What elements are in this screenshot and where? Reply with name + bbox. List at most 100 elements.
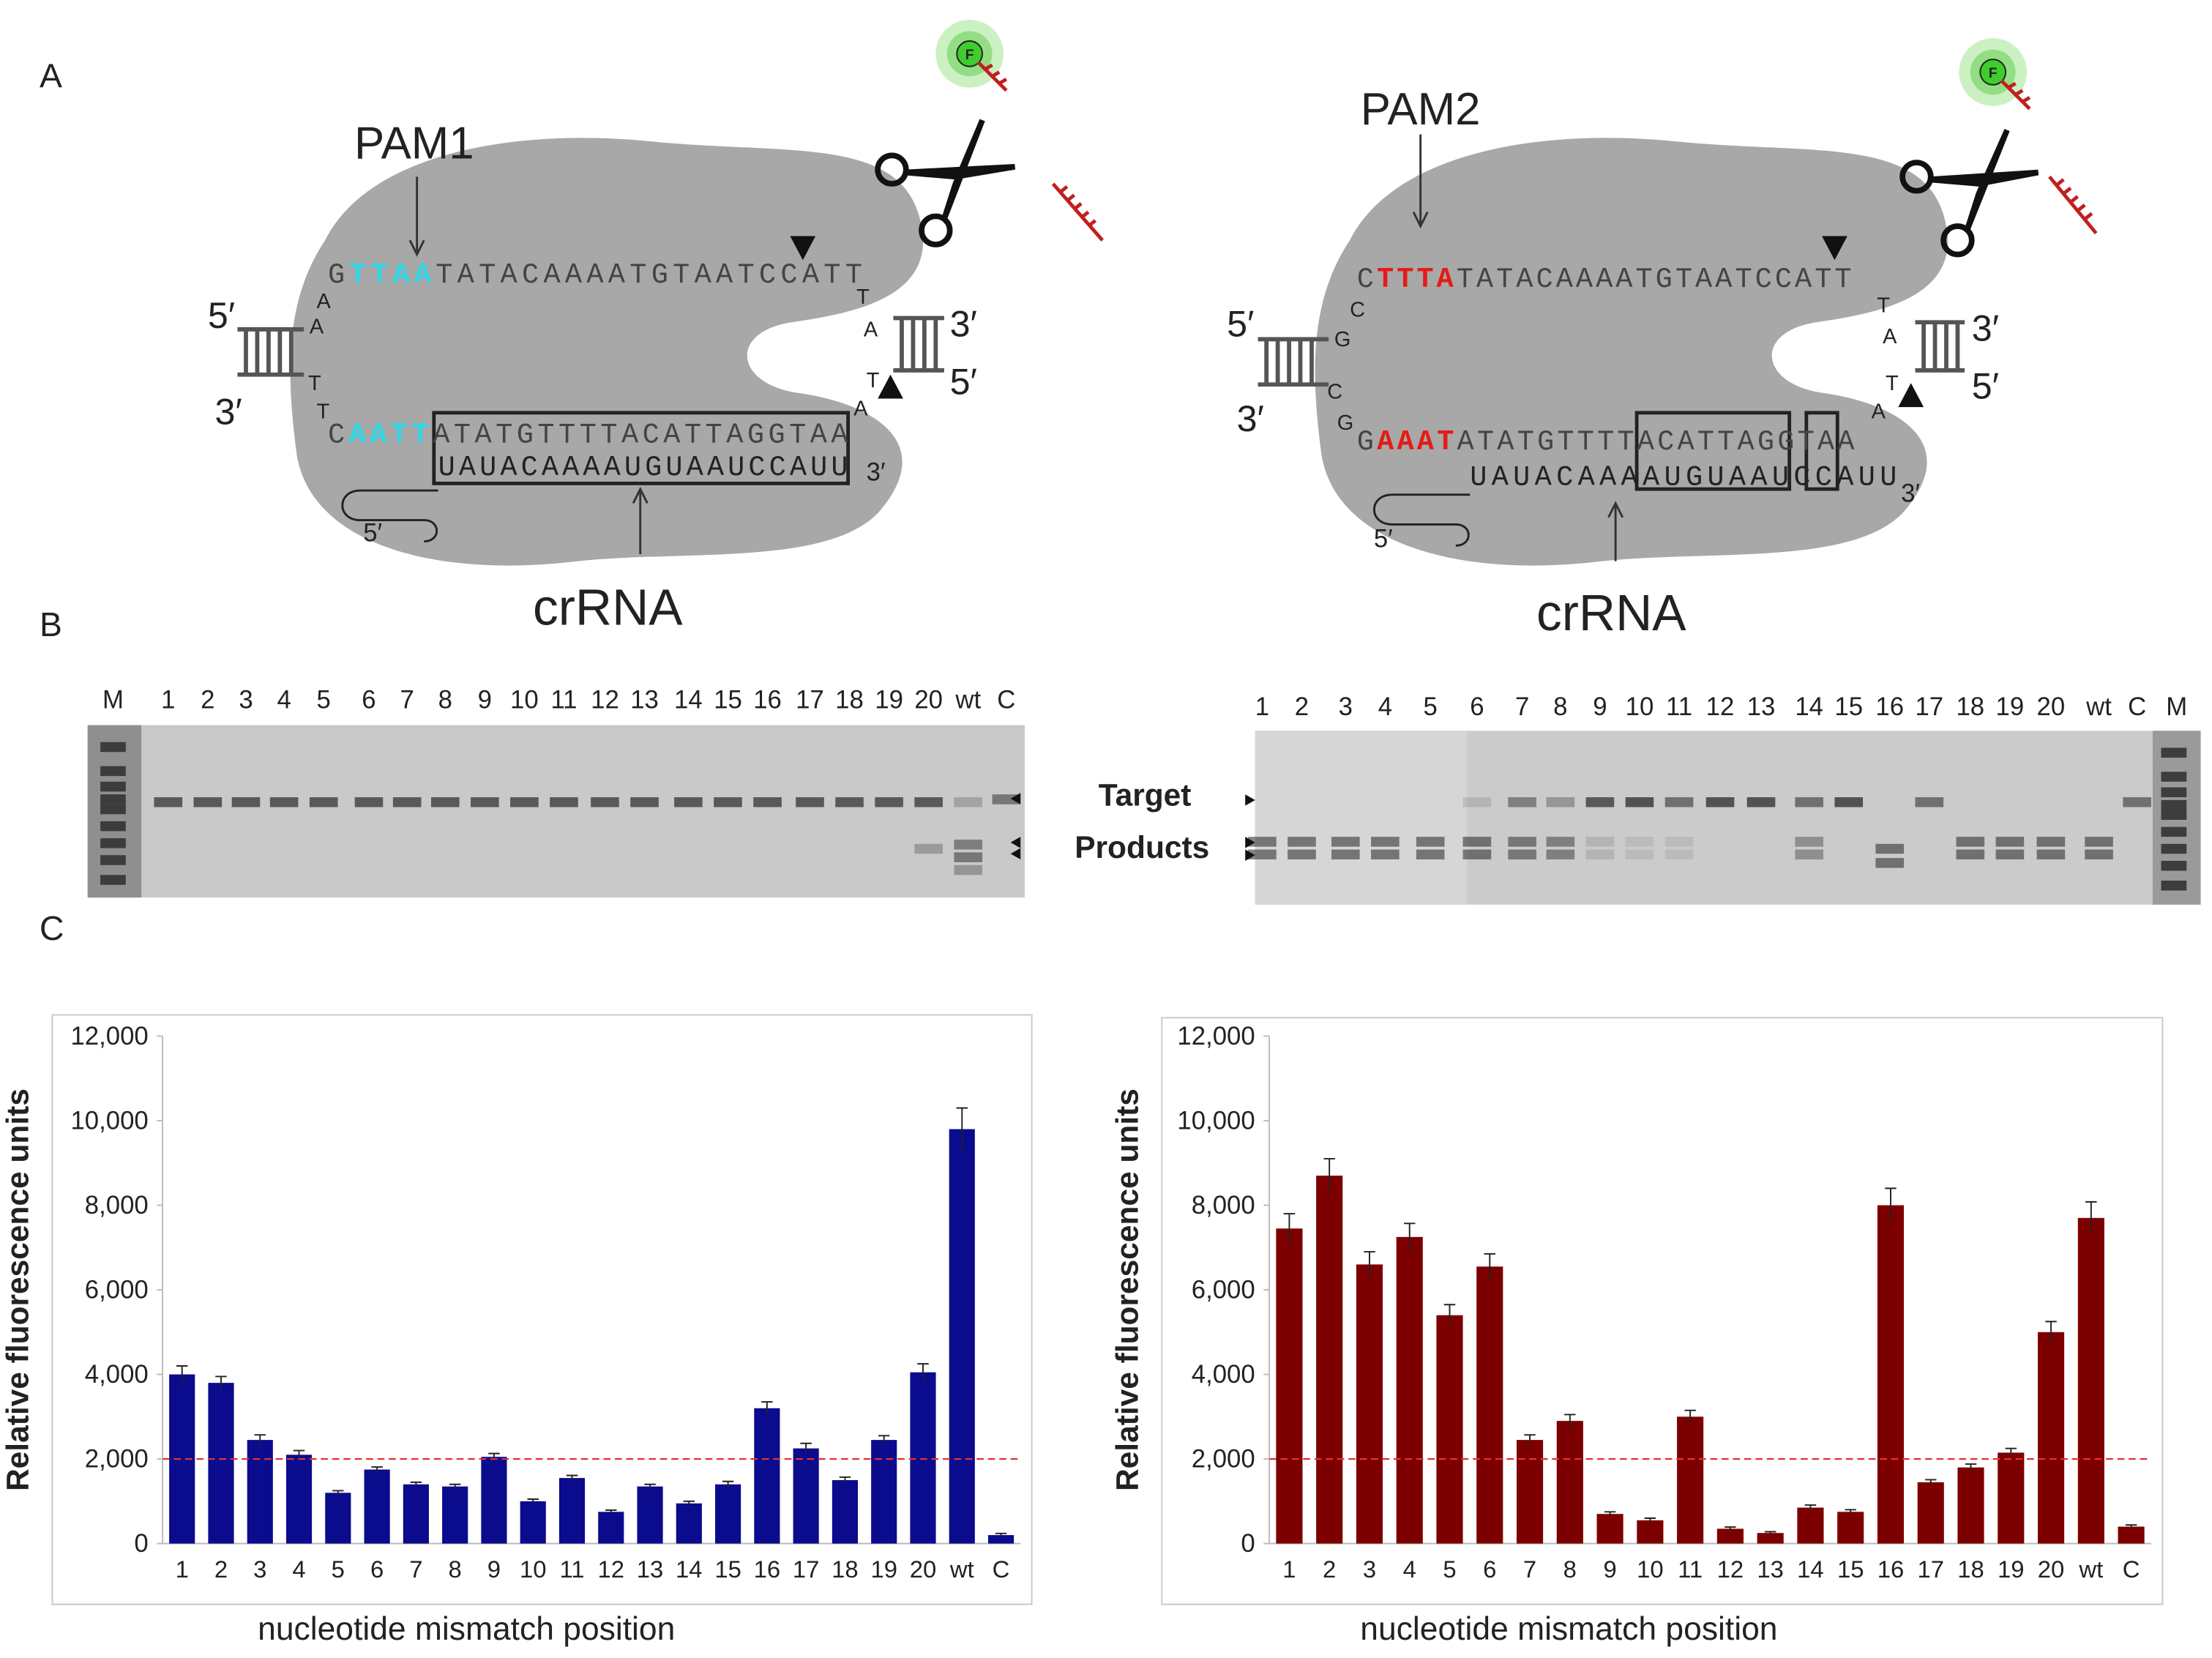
x-tick-label: 13 bbox=[1757, 1556, 1783, 1583]
y-tick-label: 4,000 bbox=[85, 1361, 149, 1389]
base-letter: T bbox=[308, 372, 321, 395]
x-tick-label: 4 bbox=[292, 1556, 305, 1583]
bar bbox=[1436, 1315, 1463, 1544]
bar bbox=[1716, 1528, 1744, 1544]
error-bar bbox=[2005, 1447, 2017, 1457]
bar bbox=[520, 1501, 546, 1544]
gel-band bbox=[1795, 837, 1823, 847]
panel-label: A bbox=[40, 57, 62, 95]
base-letter: A bbox=[317, 290, 332, 313]
gel-label: Products bbox=[1075, 831, 1209, 865]
error-bar bbox=[1364, 1251, 1375, 1277]
gel-band bbox=[1248, 837, 1277, 847]
bar bbox=[832, 1479, 859, 1544]
gel-band bbox=[1625, 837, 1654, 847]
error-bar bbox=[2045, 1321, 2057, 1343]
base-letter: G bbox=[1334, 328, 1351, 351]
lane-label: 18 bbox=[835, 686, 864, 714]
base-letter: T bbox=[1877, 294, 1890, 318]
y-tick-label: 0 bbox=[134, 1530, 148, 1558]
y-axis-label: Relative fluorescence units bbox=[1110, 1088, 1145, 1491]
crrna-label: crRNA bbox=[533, 579, 683, 636]
gel-band bbox=[2161, 787, 2187, 798]
gel-band bbox=[1625, 849, 1654, 860]
bar bbox=[949, 1129, 975, 1544]
error-bar bbox=[1604, 1511, 1616, 1517]
gel-band bbox=[1664, 797, 1694, 807]
sequence-part: G bbox=[1357, 426, 1374, 458]
gel-band bbox=[954, 865, 983, 875]
x-tick-label: 19 bbox=[870, 1556, 897, 1583]
gel-band bbox=[430, 797, 460, 807]
error-bar bbox=[839, 1476, 851, 1484]
y-tick-label: 12,000 bbox=[1177, 1023, 1255, 1050]
gel-band bbox=[100, 781, 126, 792]
y-tick-label: 10,000 bbox=[1177, 1108, 1255, 1135]
error-bar bbox=[683, 1500, 695, 1506]
error-bar bbox=[566, 1474, 578, 1481]
lane-label: 15 bbox=[714, 686, 742, 714]
y-axis-label: Relative fluorescence units bbox=[1, 1088, 36, 1491]
gel-band bbox=[2161, 747, 2187, 758]
y-tick-label: 2,000 bbox=[1192, 1446, 1255, 1474]
gel-band bbox=[2161, 772, 2187, 782]
x-tick-label: 6 bbox=[1483, 1556, 1496, 1583]
lane-label: 5 bbox=[317, 686, 331, 714]
bar bbox=[247, 1440, 273, 1544]
x-tick-label: 3 bbox=[253, 1556, 266, 1583]
sequence-part: C bbox=[1357, 264, 1374, 296]
error-bar bbox=[605, 1509, 617, 1514]
pam-label: PAM2 bbox=[1361, 84, 1481, 135]
lane-label: 11 bbox=[550, 686, 577, 714]
panel-label: C bbox=[40, 909, 64, 947]
x-tick-label: C bbox=[2123, 1556, 2140, 1583]
lane-label: 6 bbox=[1470, 693, 1484, 721]
gel-band bbox=[100, 742, 126, 753]
error-bar bbox=[956, 1107, 968, 1151]
base-letter: A bbox=[864, 318, 878, 342]
bar bbox=[987, 1535, 1015, 1544]
lane-label: C bbox=[997, 686, 1015, 714]
gel-band bbox=[1371, 849, 1400, 860]
x-tick-label: 6 bbox=[370, 1556, 384, 1583]
x-tick-label: 12 bbox=[1717, 1556, 1744, 1583]
bar bbox=[1677, 1416, 1704, 1544]
lane-label: 13 bbox=[1747, 693, 1776, 721]
lane-label: 12 bbox=[1706, 693, 1735, 721]
lane-label: 4 bbox=[1378, 693, 1392, 721]
x-tick-label: 19 bbox=[1998, 1556, 2025, 1583]
x-tick-label: 5 bbox=[332, 1556, 345, 1583]
gel-band bbox=[714, 797, 742, 807]
bar bbox=[2118, 1526, 2145, 1544]
lane-label: 19 bbox=[1996, 693, 2025, 721]
y-tick-label: 6,000 bbox=[1192, 1277, 1255, 1304]
bar bbox=[1476, 1266, 1503, 1544]
gel-band bbox=[1956, 837, 1985, 847]
gel-band bbox=[1875, 858, 1905, 868]
x-tick-label: 10 bbox=[520, 1556, 547, 1583]
gel-band bbox=[1462, 797, 1492, 807]
gel-band bbox=[2036, 837, 2066, 847]
bar bbox=[598, 1512, 624, 1544]
gel-band bbox=[1416, 849, 1445, 860]
gel-band bbox=[1664, 837, 1694, 847]
bar bbox=[1998, 1452, 2025, 1544]
gel-band bbox=[954, 840, 983, 850]
x-tick-label: 7 bbox=[1523, 1556, 1536, 1583]
y-tick-label: 12,000 bbox=[70, 1023, 148, 1050]
bar bbox=[1596, 1514, 1623, 1544]
gel-band bbox=[875, 797, 903, 807]
gel-band bbox=[1508, 797, 1536, 807]
gel-band bbox=[1875, 843, 1905, 854]
scissors bbox=[875, 119, 2039, 258]
error-bar bbox=[1524, 1434, 1536, 1446]
x-tick-label: 3 bbox=[1363, 1556, 1376, 1583]
duplex-icon bbox=[237, 315, 1965, 387]
x-axis-label: nucleotide mismatch position bbox=[1360, 1611, 1777, 1647]
base-letter: G bbox=[1337, 411, 1354, 435]
gel-band bbox=[2036, 849, 2066, 860]
lane-label: wt bbox=[954, 686, 981, 714]
error-bar bbox=[332, 1490, 344, 1495]
lane-label: 14 bbox=[674, 686, 703, 714]
